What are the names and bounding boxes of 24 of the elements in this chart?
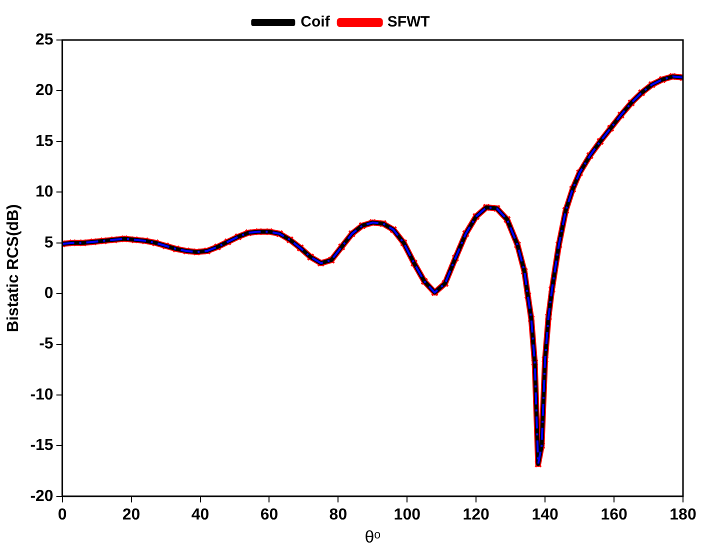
- x-tick-label: 100: [394, 506, 421, 524]
- y-tick-label: 0: [44, 284, 54, 302]
- x-tick-label: 20: [122, 506, 140, 524]
- y-tick-label: 10: [36, 184, 54, 201]
- legend-label: SFWT: [387, 14, 430, 31]
- x-tick-label: 40: [191, 506, 210, 524]
- x-axis-title: θᵒ: [364, 527, 381, 546]
- x-tick-label: 140: [532, 506, 559, 524]
- y-tick-label: 25: [36, 31, 54, 48]
- y-tick-label: 20: [36, 82, 54, 100]
- y-tick-label: -20: [30, 488, 54, 505]
- x-tick-label: 0: [58, 506, 67, 524]
- x-tick-label: 160: [600, 506, 628, 524]
- x-tick-label: 120: [462, 506, 490, 524]
- x-tick-label: 180: [670, 506, 696, 524]
- y-axis-title: Bistatic RCS(dB): [5, 204, 22, 332]
- x-tick-label: 60: [260, 506, 278, 524]
- y-tick-label: -10: [30, 386, 54, 404]
- y-tick-label: 5: [44, 234, 54, 252]
- y-tick-label: -5: [39, 336, 54, 353]
- legend-label: Coif: [300, 14, 331, 31]
- y-tick-label: -15: [30, 437, 54, 454]
- y-tick-label: 15: [36, 132, 54, 150]
- x-tick-label: 80: [329, 506, 348, 524]
